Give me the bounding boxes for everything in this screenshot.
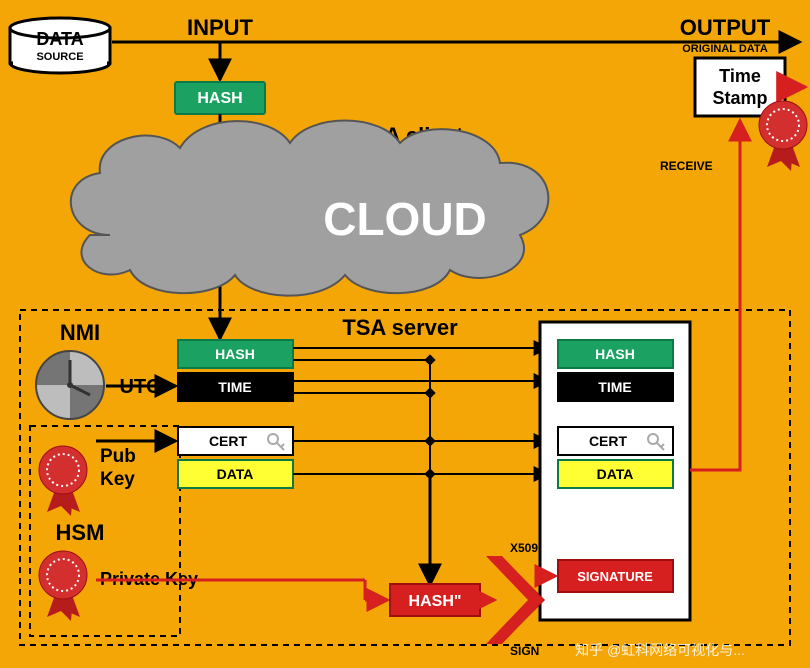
left-data-text: DATA bbox=[217, 466, 254, 482]
hash-top-text: HASH bbox=[197, 90, 242, 107]
timestamp-text-2: Stamp bbox=[712, 88, 767, 108]
input-label: INPUT bbox=[187, 15, 254, 40]
left-time-text: TIME bbox=[218, 379, 251, 395]
right-hash-text: HASH bbox=[595, 346, 635, 362]
pub-key-label-1: Pub bbox=[100, 446, 136, 467]
pub-key-label-2: Key bbox=[100, 469, 135, 490]
watermark: 知乎 @虹科网络可视化与... bbox=[575, 642, 745, 658]
clock-icon bbox=[36, 351, 104, 419]
cloud: CLOUD bbox=[71, 121, 549, 296]
hash-top-box: HASH bbox=[175, 82, 265, 114]
tsa-server-label: TSA server bbox=[342, 315, 458, 340]
timestamp-text-1: Time bbox=[719, 66, 761, 86]
x509-label: X509 bbox=[510, 541, 538, 555]
original-data-label: ORIGINAL DATA bbox=[682, 43, 768, 55]
right-cert-text: CERT bbox=[589, 433, 628, 449]
data-source-sub: SOURCE bbox=[36, 51, 83, 63]
tsa-diagram: DATA SOURCE INPUT OUTPUT ORIGINAL DATA H… bbox=[0, 0, 810, 668]
nmi-label: NMI bbox=[60, 320, 100, 345]
data-source-title: DATA bbox=[36, 29, 83, 49]
data-source-cylinder: DATA SOURCE bbox=[10, 18, 110, 73]
left-cert-text: CERT bbox=[209, 433, 248, 449]
left-hash-text: HASH bbox=[215, 346, 255, 362]
cloud-text: CLOUD bbox=[323, 193, 487, 245]
right-data-text: DATA bbox=[597, 466, 634, 482]
right-time-text: TIME bbox=[598, 379, 631, 395]
hash-prime-text: HASH" bbox=[409, 593, 462, 610]
hash-prime-box: HASH" bbox=[390, 584, 480, 616]
sign-label: SIGN bbox=[510, 644, 539, 658]
hsm-label: HSM bbox=[56, 520, 105, 545]
receive-label: RECEIVE bbox=[660, 159, 713, 173]
output-label: OUTPUT bbox=[680, 15, 771, 40]
signature-text: SIGNATURE bbox=[577, 569, 653, 584]
